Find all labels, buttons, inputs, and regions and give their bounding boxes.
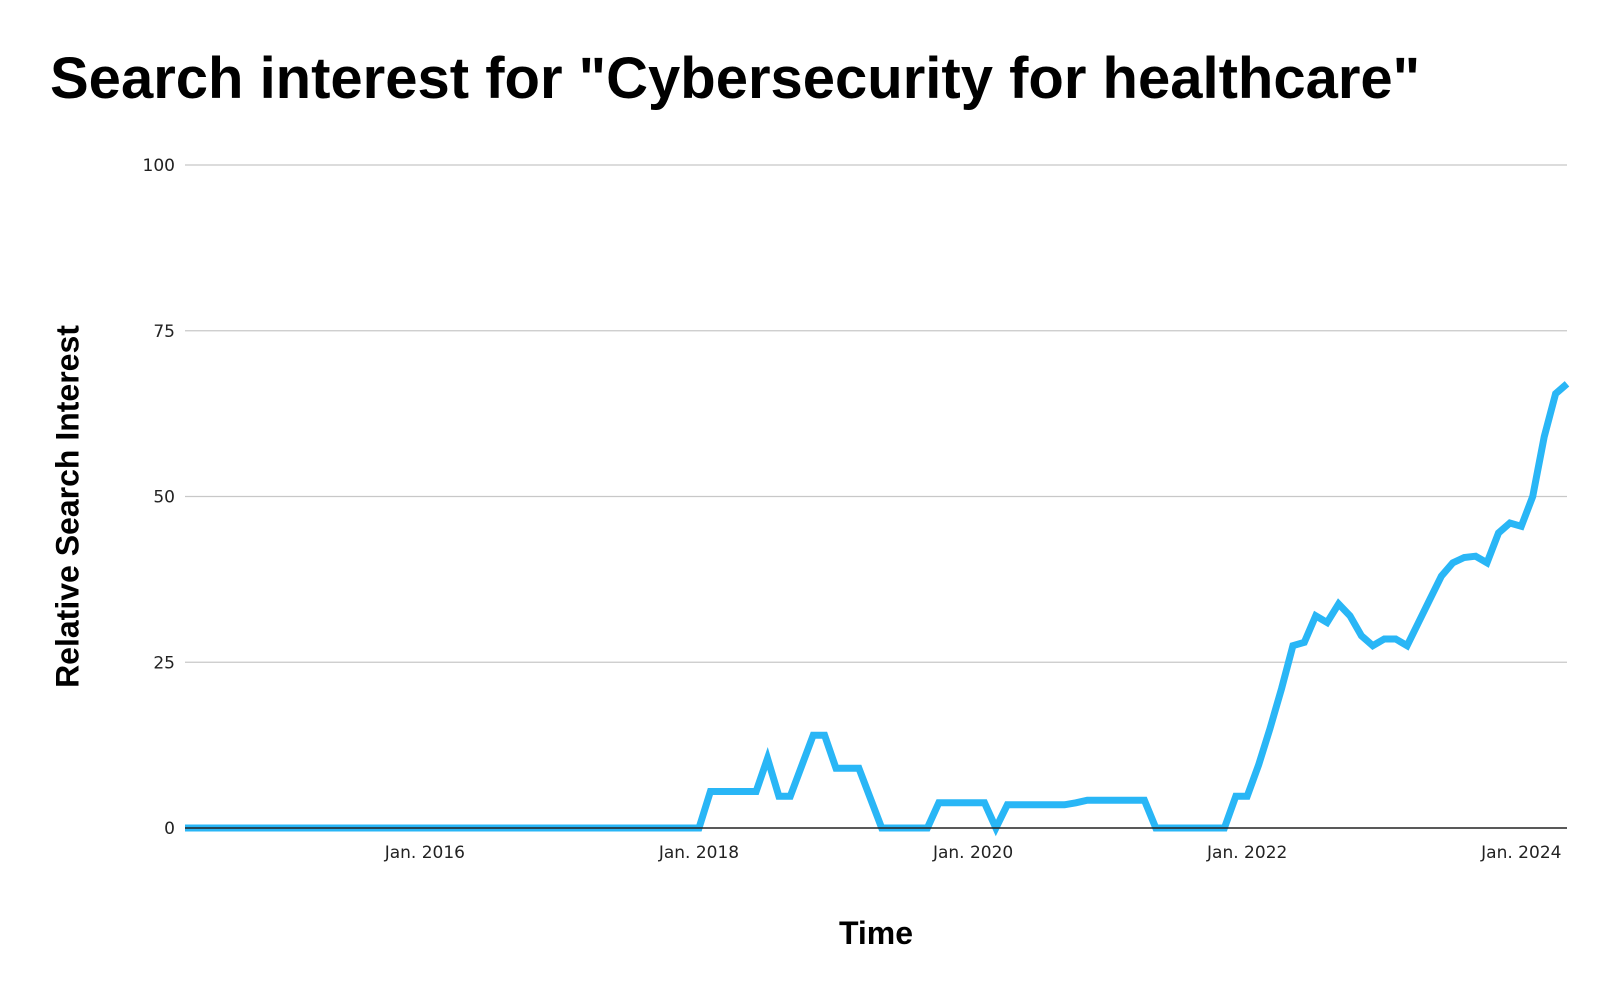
x-axis-title: Time (839, 915, 913, 951)
y-tick-label-100: 100 (143, 156, 175, 176)
y-tick-labels: 0 25 50 75 100 (143, 156, 175, 839)
x-tick-label-2022-01: Jan. 2022 (1206, 843, 1287, 863)
y-tick-label-50: 50 (153, 488, 175, 508)
y-axis-title: Relative Search Interest (49, 325, 85, 688)
series-lines (185, 381, 1570, 837)
series-line-0 (185, 381, 1570, 837)
x-tick-label-2024-01: Jan. 2024 (1480, 843, 1561, 863)
y-tick-label-25: 25 (153, 653, 175, 673)
y-tick-label-0: 0 (164, 819, 175, 839)
y-tick-label-75: 75 (153, 322, 175, 342)
x-tick-label-2016-01: Jan. 2016 (384, 843, 465, 863)
x-tick-labels: Jan. 2016 Jan. 2018 Jan. 2020 Jan. 2022 Jan.… (384, 843, 1562, 863)
chart-title: Search interest for "Cybersecurity for h… (50, 46, 1421, 111)
grid-lines (185, 164, 1567, 663)
x-tick-label-2020-01: Jan. 2020 (932, 843, 1013, 863)
x-tick-label-2018-01: Jan. 2018 (658, 843, 739, 863)
